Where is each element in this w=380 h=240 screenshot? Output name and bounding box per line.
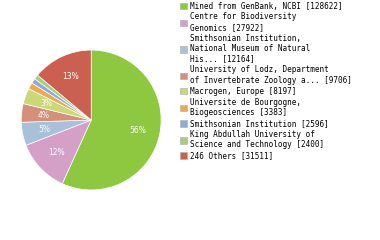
Wedge shape [32, 79, 91, 120]
Text: 5%: 5% [39, 125, 51, 134]
Text: 12%: 12% [48, 148, 65, 157]
Legend: Mined from GenBank, NCBI [128622], Centre for Biodiversity
Genomics [27922], Smi: Mined from GenBank, NCBI [128622], Centr… [179, 0, 353, 162]
Wedge shape [38, 50, 91, 120]
Wedge shape [62, 50, 161, 190]
Wedge shape [21, 104, 91, 122]
Wedge shape [26, 120, 91, 184]
Wedge shape [21, 120, 91, 145]
Text: 4%: 4% [38, 111, 50, 120]
Text: 13%: 13% [63, 72, 79, 81]
Wedge shape [28, 83, 91, 120]
Wedge shape [23, 89, 91, 120]
Text: 56%: 56% [129, 126, 146, 135]
Wedge shape [35, 75, 91, 120]
Text: 3%: 3% [41, 99, 52, 108]
